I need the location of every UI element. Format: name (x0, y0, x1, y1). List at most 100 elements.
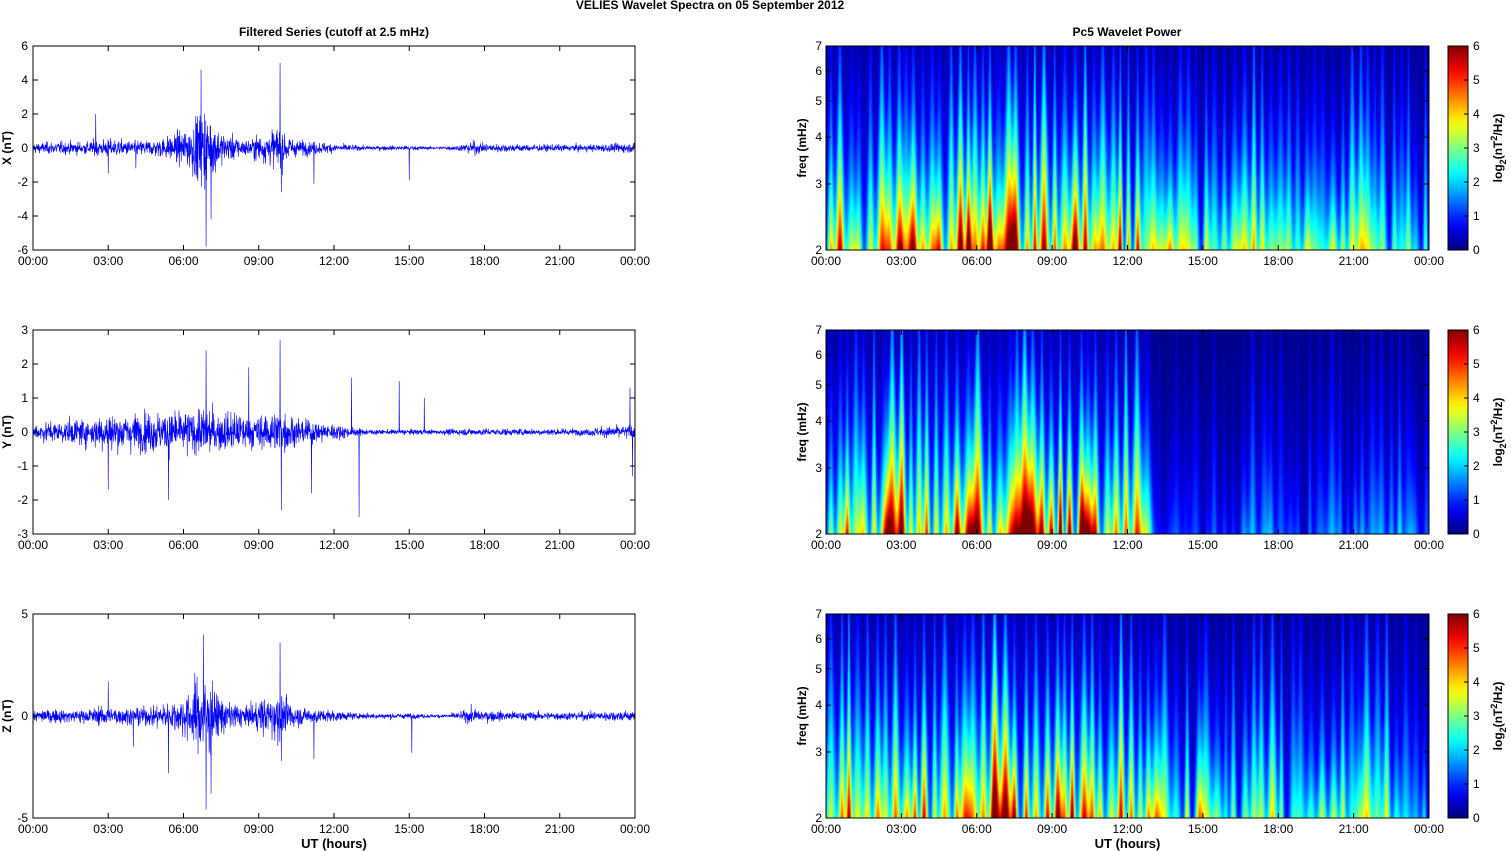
y-tick-label: 4 (815, 130, 822, 144)
colorbar-tick-label: 2 (1473, 743, 1480, 757)
x-tick-label: 15:00 (394, 822, 424, 836)
colorbar-tick-label: 4 (1473, 391, 1480, 405)
x-tick-label: 00:00 (811, 538, 841, 552)
x-series-panel: -6 -4 -2 0 2 4 6 X (nT) 00:00 03:00 06:00 09:00 12:0… (0, 39, 650, 268)
x-tick-label: 18:00 (1263, 254, 1293, 268)
x-tick-label: 00:00 (1414, 538, 1444, 552)
y-axis-label: freq (mHz) (795, 118, 809, 177)
x-tick-label: 06:00 (962, 822, 992, 836)
y-tick-label: 5 (815, 662, 822, 676)
left-column-title: Filtered Series (cutoff at 2.5 mHz) (239, 25, 429, 39)
y-tick-label: 6 (815, 632, 822, 646)
x-tick-label: 03:00 (886, 254, 916, 268)
figure-title: VELIES Wavelet Spectra on 05 September 2… (576, 0, 845, 12)
x-tick-label: 09:00 (244, 538, 274, 552)
x-tick-label: 00:00 (18, 538, 48, 552)
x-tick-label: 06:00 (168, 254, 198, 268)
colorbar-label: log2(nT2/Hz) (1489, 682, 1508, 751)
x-tick-label: 00:00 (811, 254, 841, 268)
colorbar-tick-label: 5 (1473, 641, 1480, 655)
y-tick-label: 0 (21, 425, 28, 439)
x-tick-label: 09:00 (1037, 822, 1067, 836)
z-series-panel: -5 0 5 Z (nT) 00:00 03:00 06:00 09:00 12:00 15:00… (0, 607, 650, 851)
x-tick-label: 18:00 (469, 538, 499, 552)
x-tick-label: 00:00 (1414, 822, 1444, 836)
x-axis-label: UT (hours) (1095, 836, 1161, 851)
x-tick-label: 03:00 (886, 538, 916, 552)
x-tick-label: 21:00 (1339, 254, 1369, 268)
y-tick-label: 0 (21, 141, 28, 155)
z-series-line (33, 634, 635, 810)
y-tick-label: 3 (815, 177, 822, 191)
colorbar-tick-label: 3 (1473, 141, 1480, 155)
y-axis-label: freq (mHz) (795, 686, 809, 745)
y-tick-label: -2 (17, 175, 28, 189)
y-tick-label: 0 (21, 709, 28, 723)
y-tick-label: 3 (815, 745, 822, 759)
right-column-title: Pc5 Wavelet Power (1073, 25, 1182, 39)
z-wavelet-heatmap (826, 614, 1429, 818)
x-tick-label: 21:00 (1339, 538, 1369, 552)
x-tick-label: 03:00 (93, 822, 123, 836)
colorbar-tick-label: 3 (1473, 709, 1480, 723)
x-tick-label: 03:00 (886, 822, 916, 836)
y-tick-label: 5 (21, 607, 28, 621)
y-tick-label: 7 (815, 39, 822, 53)
x-tick-label: 00:00 (620, 538, 650, 552)
colorbar-tick-label: 1 (1473, 777, 1480, 791)
y-tick-label: 5 (815, 94, 822, 108)
x-tick-label: 00:00 (620, 254, 650, 268)
x-tick-label: 18:00 (469, 822, 499, 836)
y-tick-label: 6 (21, 39, 28, 53)
x-tick-label: 15:00 (394, 538, 424, 552)
x-wavelet-heatmap (826, 46, 1429, 250)
y-tick-label: 7 (815, 323, 822, 337)
colorbar-tick-label: 6 (1473, 39, 1480, 53)
colorbar-tick-label: 2 (1473, 459, 1480, 473)
x-tick-label: 12:00 (319, 254, 349, 268)
x-series-line (33, 62, 635, 247)
colorbar-tick-label: 1 (1473, 493, 1480, 507)
x-tick-label: 06:00 (168, 822, 198, 836)
y-series-panel: -3 -2 -1 0 1 2 3 Y (nT) 00:00 03:00 06:00 09:00 12:0… (0, 323, 650, 552)
colorbar-label: log2(nT2/Hz) (1489, 398, 1508, 467)
x-tick-label: 09:00 (1037, 538, 1067, 552)
x-tick-label: 21:00 (545, 822, 575, 836)
colorbar-tick-label: 0 (1473, 811, 1480, 825)
y-tick-label: 2 (815, 527, 822, 541)
colorbar-tick-label: 5 (1473, 73, 1480, 87)
x-tick-label: 12:00 (1112, 538, 1142, 552)
x-tick-label: 12:00 (319, 822, 349, 836)
y-tick-label: -2 (17, 493, 28, 507)
colorbar-tick-label: 4 (1473, 675, 1480, 689)
y-tick-label: 5 (815, 378, 822, 392)
colorbar-tick-label: 0 (1473, 243, 1480, 257)
colorbar-tick-label: 5 (1473, 357, 1480, 371)
x-tick-label: 00:00 (18, 254, 48, 268)
x-tick-label: 12:00 (319, 538, 349, 552)
y-tick-label: 6 (815, 64, 822, 78)
x-wavelet-panel: 2 3 4 5 6 7 freq (mHz) 00:00 03:00 06:00 09:00 12:0… (795, 39, 1508, 268)
x-tick-label: 21:00 (545, 538, 575, 552)
y-tick-label: -3 (17, 527, 28, 541)
z-wavelet-panel: 2 3 4 5 6 7 freq (mHz) 00:00 03:00 06:00 09:00 12:0… (795, 607, 1508, 851)
y-tick-label: 4 (815, 698, 822, 712)
x-tick-label: 09:00 (244, 254, 274, 268)
y-axis-label: Z (nT) (0, 699, 14, 732)
y-wavelet-heatmap (826, 330, 1429, 534)
x-tick-label: 21:00 (1339, 822, 1369, 836)
y-wavelet-panel: 2 3 4 5 6 7 freq (mHz) 00:00 03:00 06:00 09:00 12:0… (795, 323, 1508, 552)
x-tick-label: 00:00 (620, 822, 650, 836)
y-tick-label: -4 (17, 209, 28, 223)
x-tick-label: 12:00 (1112, 822, 1142, 836)
colorbar-tick-label: 6 (1473, 323, 1480, 337)
colorbar-tick-label: 0 (1473, 527, 1480, 541)
x-tick-label: 18:00 (1263, 822, 1293, 836)
x-tick-label: 03:00 (93, 254, 123, 268)
x-tick-label: 06:00 (168, 538, 198, 552)
colorbar-tick-label: 4 (1473, 107, 1480, 121)
colorbar-tick-label: 6 (1473, 607, 1480, 621)
y-tick-label: -6 (17, 243, 28, 257)
y-tick-label: 1 (21, 391, 28, 405)
x-tick-label: 00:00 (811, 822, 841, 836)
